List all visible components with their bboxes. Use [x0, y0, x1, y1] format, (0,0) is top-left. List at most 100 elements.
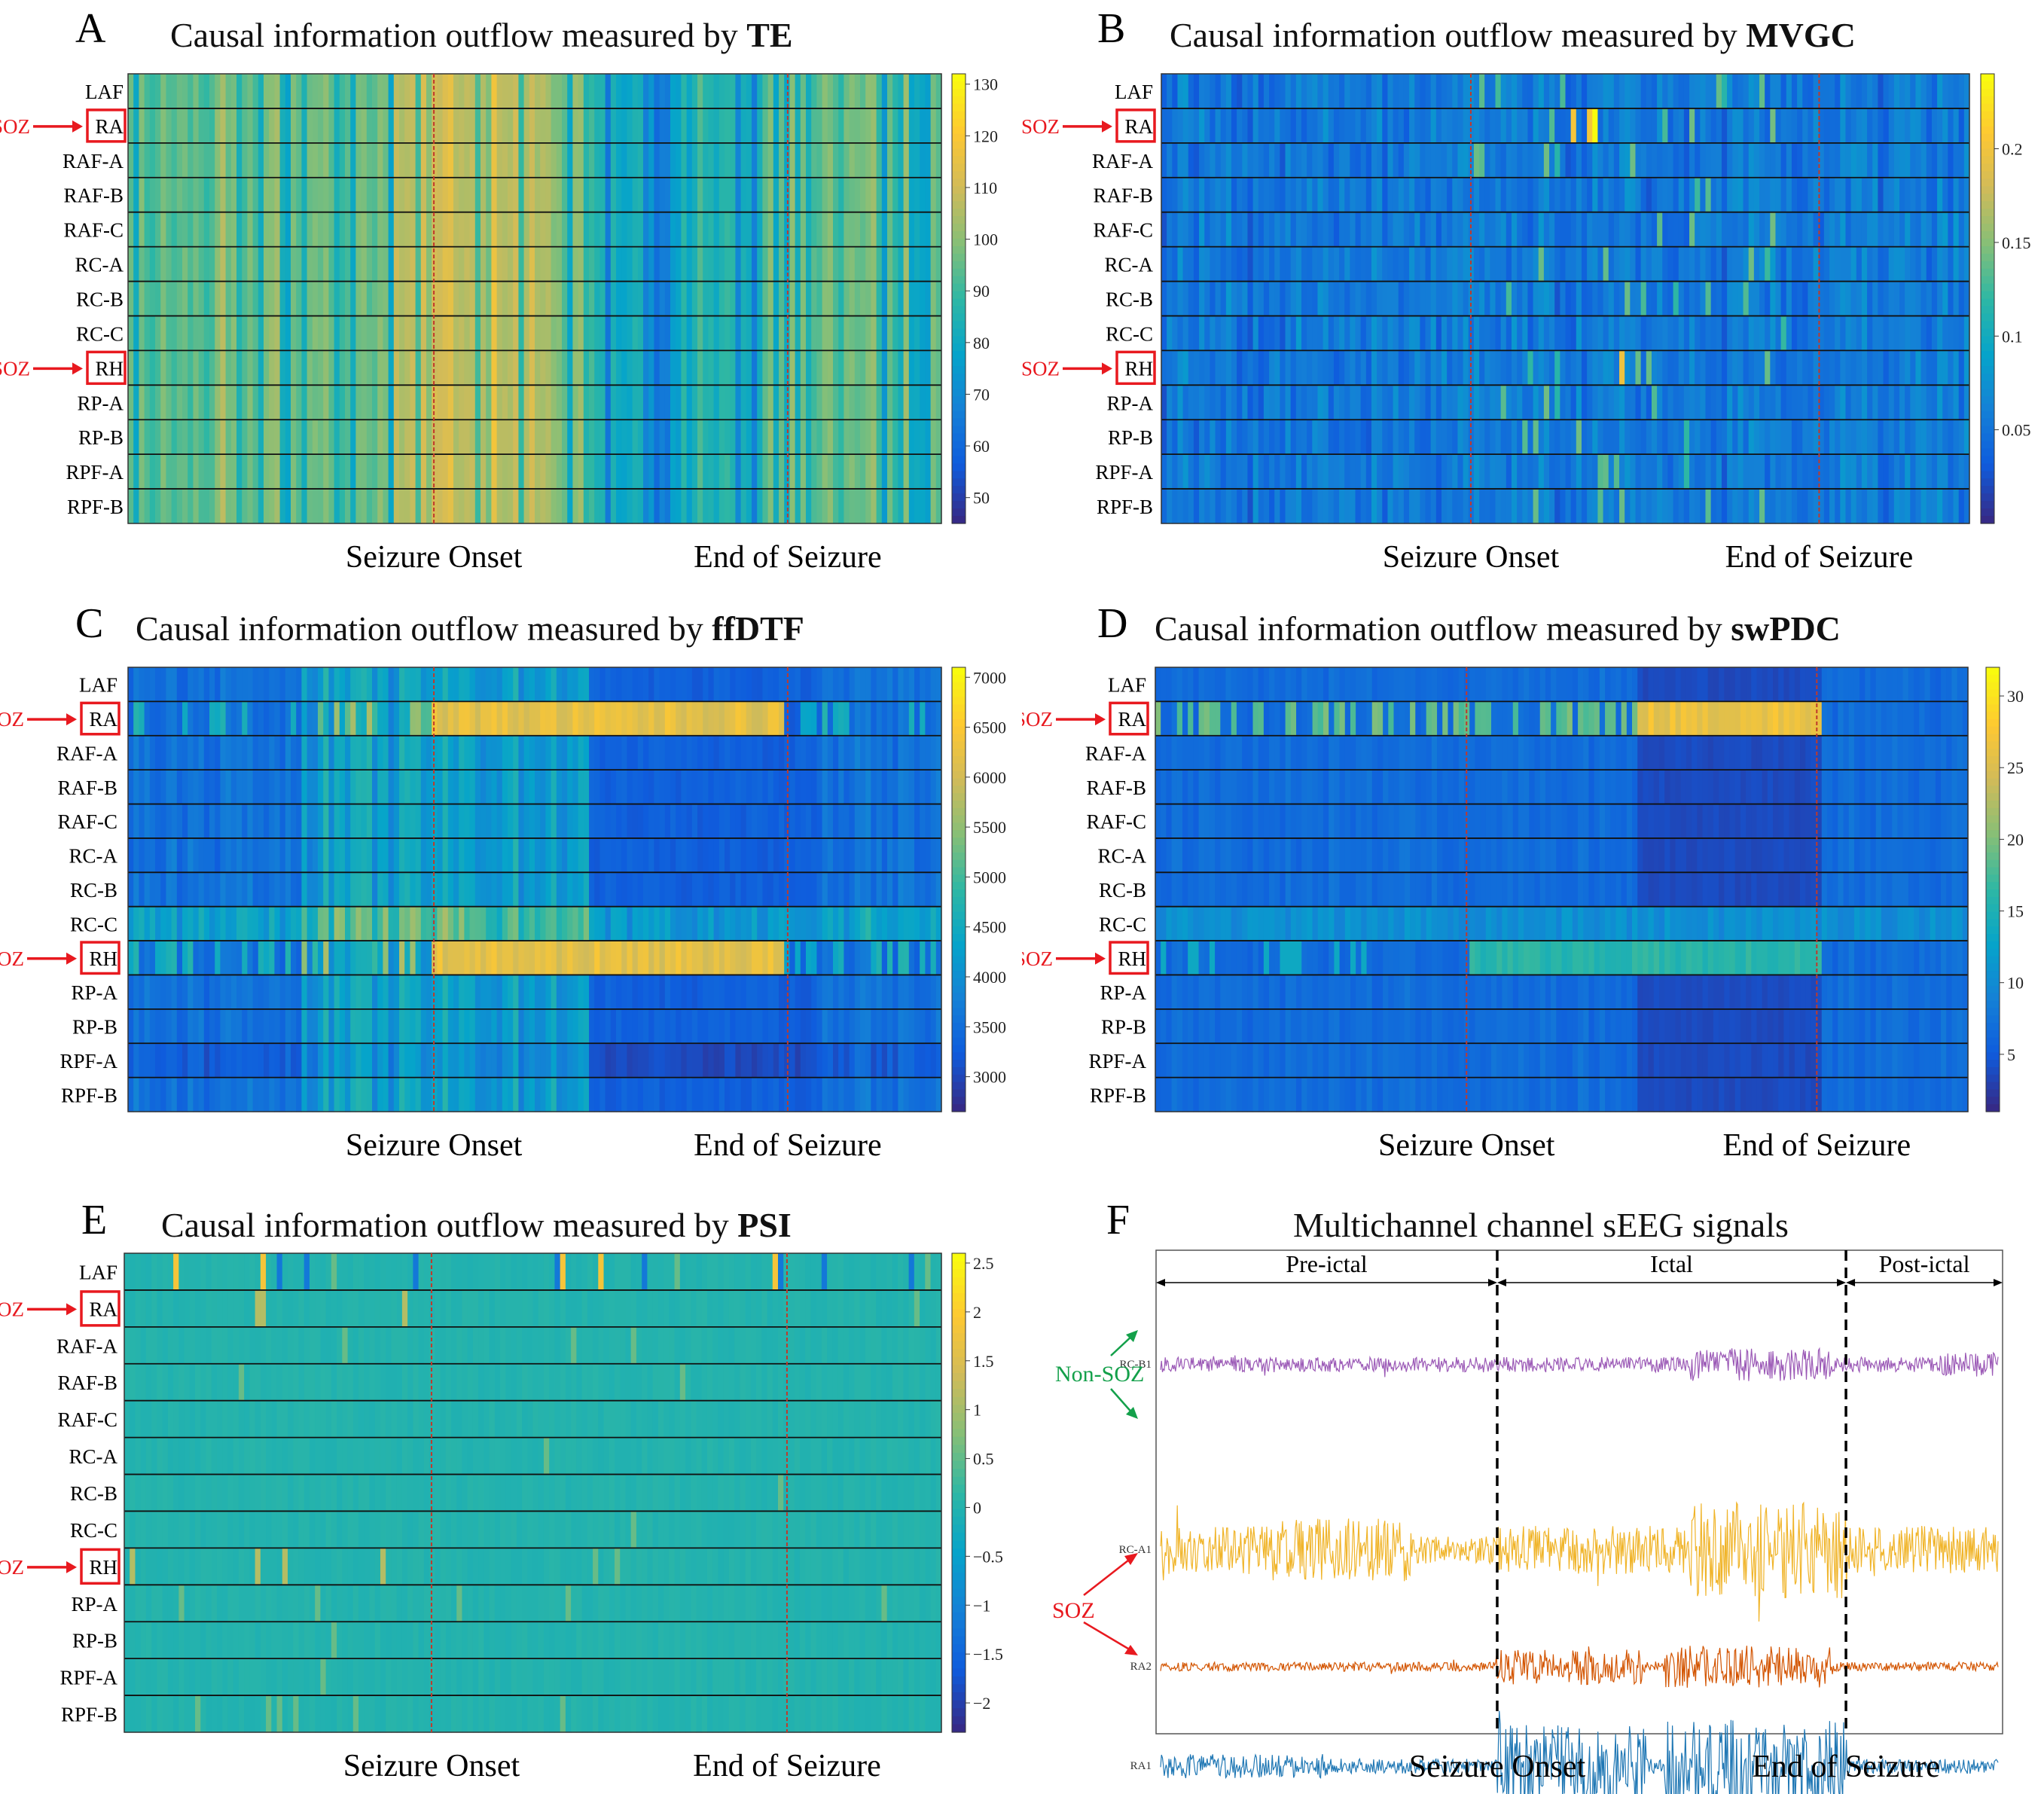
heatmap-cell: [1581, 212, 1588, 248]
heatmap-cell: [474, 142, 481, 178]
heatmap-cell: [1350, 142, 1356, 178]
heatmap-cell: [1393, 74, 1399, 109]
heatmap-cell: [1802, 246, 1808, 282]
heatmap-cell: [800, 316, 807, 351]
heatmap-cell: [599, 667, 606, 702]
heatmap-cell: [811, 177, 817, 213]
heatmap-cell: [1285, 74, 1292, 109]
heatmap-cell: [1883, 177, 1890, 213]
heatmap-cell: [1872, 350, 1878, 386]
heatmap-cell: [1161, 246, 1167, 282]
heatmap-cell: [1570, 420, 1577, 455]
heatmap-cell: [1333, 108, 1340, 144]
colorbar-swatch: [1981, 456, 1994, 464]
heatmap-cell: [339, 420, 346, 455]
heatmap-cell: [1565, 489, 1572, 524]
heatmap-cell: [1167, 246, 1173, 282]
heatmap-cell: [1737, 420, 1744, 455]
heatmap-cell: [887, 108, 893, 144]
heatmap-cell: [871, 177, 877, 213]
heatmap-cell: [350, 489, 356, 524]
heatmap-cell: [562, 420, 568, 455]
heatmap-cell: [1948, 177, 1954, 213]
heatmap-cell: [1365, 74, 1372, 109]
heatmap-cell: [480, 316, 487, 351]
heatmap-cell: [166, 804, 172, 839]
heatmap-cell: [420, 385, 427, 420]
heatmap-cell: [914, 108, 920, 144]
heatmap-cell: [1689, 316, 1695, 351]
heatmap-cell: [621, 454, 627, 490]
heatmap-cell: [1775, 350, 1782, 386]
heatmap-cell: [469, 212, 476, 248]
heatmap-cell: [166, 246, 172, 282]
heatmap-cell: [128, 701, 134, 737]
heatmap-cell: [816, 142, 823, 178]
heatmap-cell: [155, 489, 161, 524]
colorbar-tick-label: 80: [973, 334, 990, 352]
heatmap-cell: [1888, 316, 1895, 351]
heatmap-cell: [827, 246, 834, 282]
heatmap-cell: [1527, 177, 1534, 213]
heatmap-cell: [1770, 142, 1777, 178]
heatmap-cell: [757, 489, 763, 524]
heatmap-cell: [377, 804, 383, 839]
heatmap-cell: [1942, 385, 1948, 420]
heatmap-cell: [567, 281, 573, 317]
heatmap-cell: [399, 281, 405, 317]
heatmap-cell: [1673, 177, 1679, 213]
heatmap-cell: [1689, 142, 1695, 178]
heatmap-cell: [464, 74, 471, 109]
heatmap-cell: [1511, 385, 1518, 420]
heatmap-cell: [1576, 74, 1582, 109]
heatmap-cell: [854, 281, 861, 317]
heatmap-cell: [166, 74, 172, 109]
heatmap-cell: [410, 316, 416, 351]
heatmap-cell: [1646, 246, 1652, 282]
heatmap-cell: [513, 667, 519, 702]
heatmap-cell: [176, 420, 183, 455]
channel-label: RP-A: [77, 392, 124, 414]
heatmap-cell: [188, 177, 194, 213]
heatmap-cell: [366, 212, 373, 248]
heatmap-cell: [355, 735, 362, 770]
heatmap-cell: [735, 108, 742, 144]
heatmap-cell: [252, 212, 259, 248]
heatmap-cell: [502, 212, 508, 248]
heatmap-cell: [1780, 246, 1787, 282]
heatmap-cell: [920, 212, 926, 248]
heatmap-cell: [643, 177, 649, 213]
heatmap-cell: [345, 177, 351, 213]
heatmap-cell: [540, 108, 546, 144]
heatmap-cell: [757, 385, 763, 420]
heatmap-cell: [659, 246, 666, 282]
heatmap-cell: [1377, 108, 1383, 144]
heatmap-cell: [703, 701, 709, 737]
heatmap-cell: [713, 142, 720, 178]
heatmap-cell: [752, 667, 758, 702]
heatmap-cell: [1414, 385, 1420, 420]
heatmap-cell: [664, 735, 671, 770]
heatmap-cell: [816, 108, 823, 144]
heatmap-cell: [1646, 281, 1652, 317]
heatmap-cell: [725, 108, 731, 144]
heatmap-cell: [486, 770, 492, 805]
heatmap-cell: [767, 667, 774, 702]
heatmap-cell: [827, 454, 834, 490]
heatmap-cell: [491, 385, 498, 420]
heatmap-cell: [1829, 454, 1835, 490]
heatmap-cell: [318, 177, 324, 213]
heatmap-cell: [838, 667, 844, 702]
heatmap-cell: [1382, 316, 1389, 351]
heatmap-cell: [697, 838, 703, 873]
heatmap-cell: [664, 385, 671, 420]
heatmap-cell: [383, 735, 389, 770]
heatmap-cell: [735, 142, 742, 178]
heatmap-cell: [718, 701, 725, 737]
heatmap-cell: [1295, 281, 1302, 317]
heatmap-cell: [800, 804, 807, 839]
heatmap-cell: [1651, 212, 1658, 248]
heatmap-cell: [920, 804, 926, 839]
heatmap-cell: [551, 108, 557, 144]
heatmap-cell: [442, 701, 449, 737]
